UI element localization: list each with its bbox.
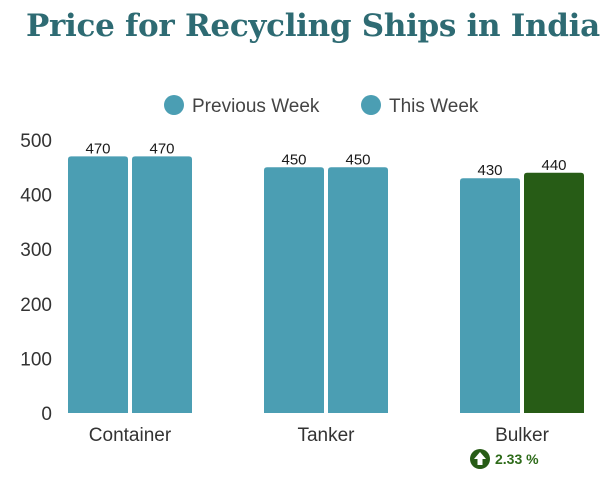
y-tick-label: 200 [20,295,52,316]
change-percent: 2.33 % [495,451,539,467]
legend-label: This Week [389,96,479,117]
y-tick-label: 100 [20,349,52,370]
bar-value-label: 440 [541,157,566,174]
x-category-label: Container [89,425,172,446]
bar [264,167,324,413]
y-tick-label: 400 [20,186,52,207]
bar-value-label: 470 [85,140,110,157]
bar [132,156,192,413]
bar [524,172,584,413]
bar-value-label: 450 [281,151,306,168]
legend-marker [164,95,184,115]
x-category-label: Tanker [297,425,355,446]
legend-label: Previous Week [192,96,320,117]
x-category-label: Bulker [495,425,550,446]
legend-marker [361,95,381,115]
bar-value-label: 450 [345,151,370,168]
chart-title: Price for Recycling Ships in India [26,8,600,44]
y-tick-label: 300 [20,240,52,261]
bar-value-label: 430 [477,162,502,179]
bar-value-label: 470 [149,140,174,157]
bar [328,167,388,413]
y-tick-label: 0 [41,404,52,425]
bar [68,156,128,413]
up-arrow-glyph [474,452,486,465]
y-tick-label: 500 [20,131,52,152]
bar [460,178,520,413]
